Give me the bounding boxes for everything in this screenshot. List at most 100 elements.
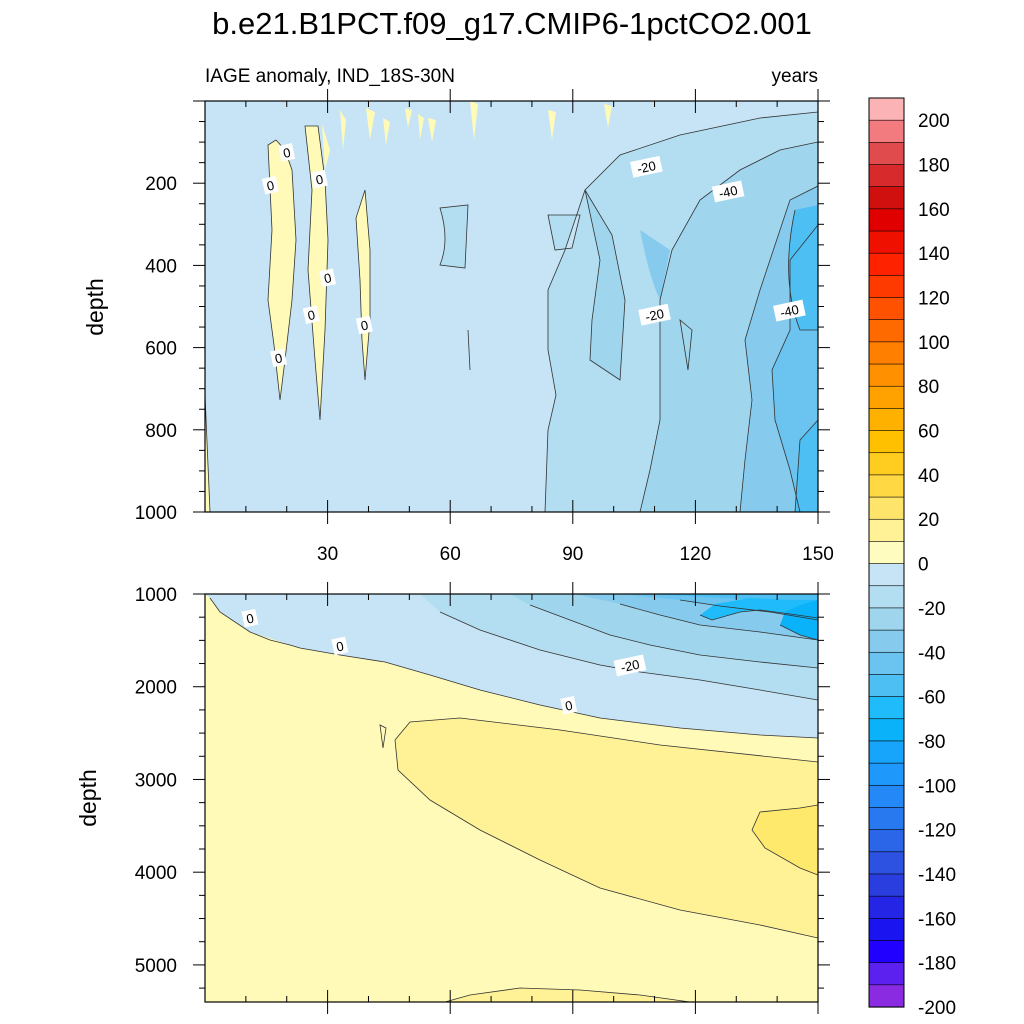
fill-region (640, 186, 818, 512)
upper-y-axis-label: depth (82, 278, 108, 336)
colorbar-swatch (868, 607, 905, 631)
colorbar-swatch (868, 984, 905, 1008)
colorbar-swatch (868, 430, 905, 454)
svg-text:-20: -20 (644, 306, 666, 325)
colorbar-swatch (868, 496, 905, 520)
colorbar-swatch (868, 252, 905, 276)
colorbar-swatch (868, 142, 905, 166)
colorbar-swatch (868, 873, 905, 897)
colorbar-swatch (868, 541, 905, 565)
colorbar-label: 80 (918, 377, 939, 398)
svg-text:0: 0 (282, 145, 292, 161)
colorbar-label: -40 (918, 643, 945, 664)
colorbar-swatch (868, 452, 905, 476)
fill-region (205, 101, 612, 512)
y-tick-label: 600 (145, 339, 177, 360)
x-tick-label: 150 (802, 544, 834, 565)
svg-text:0: 0 (564, 698, 574, 714)
colorbar-swatch (868, 585, 905, 609)
contour-label: 0 (278, 143, 296, 162)
colorbar-label: 100 (918, 333, 950, 354)
colorbar-swatch (868, 474, 905, 498)
y-tick-label: 400 (145, 256, 177, 277)
colorbar-label: 20 (918, 510, 939, 531)
fill-region (788, 205, 818, 512)
svg-text:-40: -40 (717, 183, 739, 202)
colorbar-label: -20 (918, 599, 945, 620)
colorbar-swatch (868, 807, 905, 831)
y-tick-label: 1000 (135, 503, 177, 524)
contour-label: -40 (773, 299, 806, 322)
colorbar-swatch (868, 918, 905, 942)
lower-panel: 0 0 -20 0 1000 2000 3000 4000 5000 depth (75, 582, 830, 1014)
colorbar-swatch (868, 518, 905, 543)
colorbar-label: -160 (918, 909, 956, 930)
upper-y-tick-labels: 200 400 600 800 1000 (135, 174, 177, 524)
colorbar-swatch (868, 851, 905, 875)
colorbar-swatch (868, 275, 905, 299)
upper-panel: 0 0 0 0 0 0 0 -20 -40 -20 -40 200 400 600 800 1000 30 6… (82, 89, 834, 565)
upper-panel-contours (205, 111, 818, 512)
contour-label: -40 (711, 180, 745, 203)
colorbar-swatch (868, 563, 905, 587)
colorbar-label: -200 (918, 998, 956, 1019)
contour-label: 0 (355, 315, 373, 335)
colorbar-swatch (868, 762, 905, 786)
colorbar-swatch (868, 341, 905, 365)
y-tick-label: 5000 (135, 956, 177, 977)
colorbar-label: 0 (918, 555, 929, 576)
colorbar-label: 180 (918, 156, 950, 177)
contour-label: 0 (270, 348, 288, 368)
colorbar-swatch (868, 186, 905, 210)
svg-text:0: 0 (274, 350, 284, 366)
svg-text:0: 0 (314, 171, 324, 187)
colorbar-label: 60 (918, 422, 939, 443)
colorbar-label: 200 (918, 111, 950, 132)
lower-y-tick-labels: 1000 2000 3000 4000 5000 (135, 585, 177, 977)
svg-text:-40: -40 (779, 302, 801, 321)
x-tick-label: 120 (680, 544, 712, 565)
lower-ticks (193, 582, 830, 1014)
colorbar-swatch (868, 629, 905, 653)
lower-contour-labels: 0 0 -20 0 (241, 608, 647, 715)
y-tick-label: 1000 (135, 585, 177, 606)
colorbar-swatch (868, 319, 905, 343)
colorbar-swatch (868, 230, 905, 254)
colorbar-label: -60 (918, 688, 945, 709)
contour-label: 0 (241, 608, 259, 628)
lower-panel-fills (205, 594, 818, 1002)
contour-label: 0 (310, 169, 328, 189)
colorbar-label: 140 (918, 244, 950, 265)
x-tick-label: 90 (562, 544, 583, 565)
contour-label: 0 (302, 305, 320, 325)
colorbar-label: -180 (918, 954, 956, 975)
x-tick-label: 30 (317, 544, 338, 565)
svg-text:0: 0 (323, 270, 333, 286)
x-tick-labels: 30 60 90 120 150 (317, 544, 834, 565)
svg-text:-20: -20 (619, 657, 641, 676)
colorbar-swatch (868, 940, 905, 964)
colorbar-label: 40 (918, 466, 939, 487)
subtitle-right: years (772, 66, 818, 87)
colorbar-swatch (868, 696, 905, 720)
colorbar-swatch (868, 674, 905, 698)
y-tick-label: 4000 (135, 863, 177, 884)
svg-text:0: 0 (335, 638, 345, 654)
fill-region (700, 598, 818, 620)
colorbar-label: 120 (918, 289, 950, 310)
y-tick-label: 800 (145, 421, 177, 442)
colorbar-swatch (868, 119, 905, 143)
contour-label: -20 (630, 155, 663, 178)
upper-contour-labels: 0 0 0 0 0 0 0 -20 -40 -20 -40 (261, 143, 806, 368)
contour-label: 0 (319, 268, 337, 288)
svg-text:0: 0 (245, 611, 255, 627)
contour-label: 0 (331, 636, 349, 656)
colorbar-label: -120 (918, 821, 956, 842)
colorbar-swatch (868, 718, 905, 742)
y-tick-label: 2000 (135, 678, 177, 699)
contour-label: 0 (560, 695, 578, 715)
colorbar-swatch (868, 895, 905, 919)
colorbar-swatch (868, 297, 905, 321)
colorbar-swatch (868, 408, 905, 432)
